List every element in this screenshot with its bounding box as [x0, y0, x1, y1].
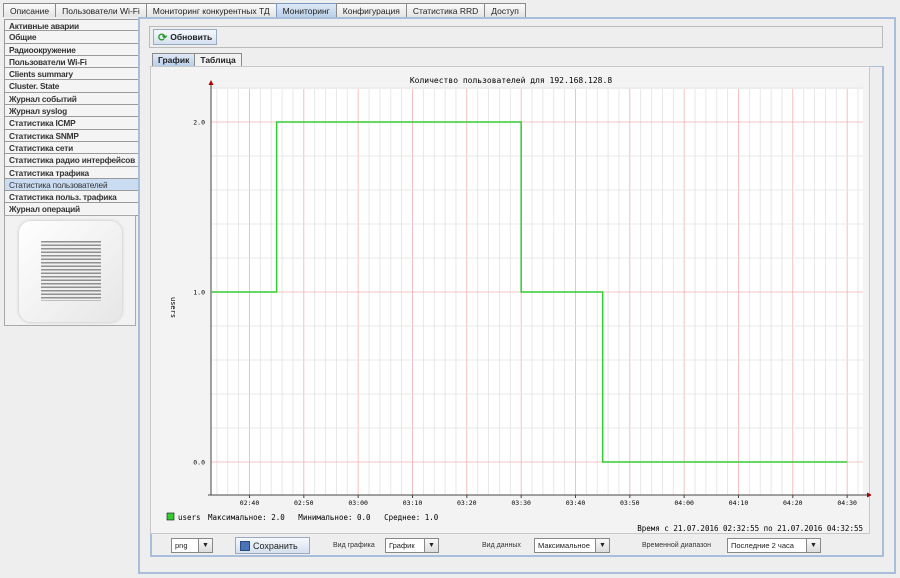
x-tick-label: 03:00 [348, 499, 368, 507]
x-tick-label: 03:40 [566, 499, 586, 507]
sidebar-item[interactable]: Активные аварии [4, 19, 138, 32]
sidebar-item[interactable]: Журнал операций [4, 203, 138, 216]
chevron-down-icon: ▼ [424, 539, 438, 552]
y-axis-arrow [208, 80, 214, 85]
chart-type-value: График [389, 541, 415, 550]
series-users-line [211, 121, 848, 463]
tab-2[interactable]: Мониторинг конкурентных ТД [145, 3, 277, 17]
chart-svg: Количество пользователей для 192.168.128… [166, 76, 872, 533]
toolbar: ⟳ Обновить [149, 26, 883, 48]
refresh-icon: ⟳ [158, 31, 168, 44]
sidebar-item[interactable]: Статистика ICMP [4, 117, 138, 130]
save-label: Сохранить [253, 540, 298, 551]
save-icon [240, 540, 250, 551]
x-tick-label: 04:20 [783, 499, 803, 507]
sidebar-item[interactable]: Статистика польз. трафика [4, 191, 138, 204]
x-tick-label: 04:30 [837, 499, 857, 507]
x-tick-label: 02:40 [240, 499, 260, 507]
y-tick-label: 2.0 [193, 119, 205, 127]
data-type-value: Максимальное [538, 541, 590, 550]
y-tick-label: 1.0 [193, 289, 205, 297]
x-tick-label: 03:10 [403, 499, 423, 507]
chevron-down-icon: ▼ [806, 539, 820, 552]
time-range: Время с 21.07.2016 02:32:55 по 21.07.201… [637, 524, 863, 533]
sidebar: Активные аварии Общие Радиоокружение Пользо… [4, 19, 138, 216]
sidebar-item[interactable]: Cluster. State [4, 80, 138, 93]
x-tick-label: 03:50 [620, 499, 640, 507]
sidebar-item[interactable]: Журнал syslog [4, 105, 138, 118]
subtabs: График Таблица [152, 53, 242, 66]
sidebar-item[interactable]: Радиоокружение [4, 43, 138, 56]
refresh-button[interactable]: ⟳ Обновить [153, 29, 218, 45]
sidebar-item[interactable]: Статистика пользователей [4, 178, 138, 192]
chevron-down-icon: ▼ [198, 539, 212, 552]
tab-4[interactable]: Конфигурация [335, 3, 407, 17]
sidebar-item[interactable]: Общие [4, 31, 138, 44]
chevron-down-icon: ▼ [595, 539, 609, 552]
x-tick-label: 04:00 [674, 499, 694, 507]
format-select[interactable]: png ▼ [171, 538, 213, 553]
legend-stats: Максимальное: 2.0 Минимальное: 0.0 Средн… [208, 513, 439, 522]
y-tick-label: 0.0 [193, 459, 205, 467]
tab-0[interactable]: Описание [3, 3, 57, 17]
range-label: Временной диапазон [642, 542, 712, 549]
data-type-label: Вид данных [482, 542, 521, 549]
sidebar-item[interactable]: Статистика трафика [4, 166, 138, 179]
chart-type-label: Вид графика [333, 542, 375, 549]
range-select[interactable]: Последние 2 часа ▼ [727, 538, 821, 553]
chart: Количество пользователей для 192.168.128… [150, 66, 872, 534]
sidebar-item[interactable]: Статистика SNMP [4, 129, 138, 142]
legend-swatch [166, 512, 175, 521]
x-axis-arrow [867, 492, 872, 498]
access-point-picture [19, 221, 122, 322]
chart-title: Количество пользователей для 192.168.128… [410, 76, 612, 85]
top-tabs: Описание Пользователи Wi-Fi Мониторинг кон… [3, 3, 526, 17]
sidebar-item[interactable]: Пользователи Wi-Fi [4, 55, 138, 69]
x-tick-label: 03:30 [511, 499, 531, 507]
tab-3[interactable]: Мониторинг [275, 3, 337, 17]
chart-type-select[interactable]: График ▼ [385, 538, 439, 553]
x-tick-label: 03:20 [457, 499, 477, 507]
x-tick-label: 02:50 [294, 499, 314, 507]
grille [41, 241, 101, 301]
sidebar-item[interactable]: Статистика сети [4, 141, 138, 155]
y-axis-label: users [169, 297, 177, 318]
device-image [4, 215, 136, 326]
x-tick-label: 04:10 [729, 499, 749, 507]
tab-1[interactable]: Пользователи Wi-Fi [55, 3, 147, 17]
format-value: png [175, 541, 188, 550]
tab-5[interactable]: Статистика RRD [405, 3, 486, 17]
range-value: Последние 2 часа [731, 541, 794, 550]
data-type-select[interactable]: Максимальное ▼ [534, 538, 610, 553]
tab-6[interactable]: Доступ [484, 3, 526, 17]
sidebar-item[interactable]: Журнал событий [4, 92, 138, 106]
sidebar-item[interactable]: Clients summary [4, 68, 138, 81]
sidebar-item[interactable]: Статистика радио интерфейсов [4, 154, 138, 167]
tab-graph[interactable]: График [152, 53, 196, 66]
refresh-label: Обновить [170, 32, 213, 42]
legend-name: users [178, 513, 201, 522]
tab-table[interactable]: Таблица [194, 53, 242, 66]
save-button[interactable]: Сохранить [235, 537, 310, 554]
